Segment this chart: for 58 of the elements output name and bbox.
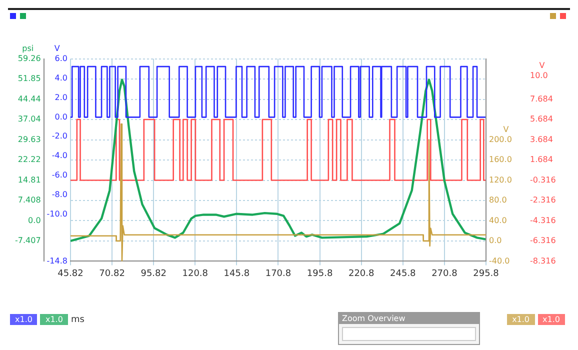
y2-tick-label: 37.04 [18, 114, 41, 124]
y-tick-label: 2.0 [54, 92, 68, 102]
y-tick-label: 4.0 [54, 73, 68, 82]
y2-tick-label: 0.0 [28, 216, 41, 225]
y-tick-label: -2.0 [52, 132, 68, 141]
y2-tick-label: 59.26 [18, 54, 41, 63]
y2-tick-label: 51.85 [18, 74, 41, 84]
x-tick-label: 95.82 [140, 268, 166, 279]
text: x1.0 [10, 314, 38, 325]
y3-tick-label: -4.316 [530, 216, 556, 225]
y-tick-label: -4.0 [52, 151, 68, 160]
y-tick-label: 160.0 [489, 155, 512, 164]
y2-axis-title: psi [22, 44, 34, 53]
x-tick-label: 120.8 [182, 268, 208, 279]
x-tick-label: 295.8 [473, 268, 500, 279]
text: x1.0 [538, 314, 565, 325]
y3-tick-label: 1.684 [530, 155, 553, 164]
y3-tick-label: 7.684 [530, 94, 553, 104]
y-tick-label: 6.0 [54, 54, 68, 63]
y-tick-label: 80.0 [489, 196, 507, 205]
y-axis-title: V [54, 44, 60, 53]
y3-tick-label: 10.0 [530, 70, 548, 80]
y-axis-title: V [503, 124, 510, 134]
y-tick-label: 120.0 [489, 175, 512, 184]
y-tick-label: 0.0 [489, 236, 502, 246]
y3-tick-label: -2.316 [530, 196, 556, 205]
y2-tick-label: 7.408 [18, 196, 41, 205]
y3-tick-label: 3.684 [530, 134, 553, 144]
y-tick-label: -10.0 [46, 210, 68, 219]
x-tick-label: 220.8 [348, 268, 374, 279]
text: x1.0 [507, 314, 535, 325]
y2-tick-label: 14.81 [18, 175, 41, 184]
x-axis-title: ms [70, 314, 84, 324]
y2-tick-label: -7.407 [14, 236, 41, 246]
x-tick-label: 245.8 [390, 268, 416, 279]
y3-tick-label: -6.316 [530, 236, 556, 246]
y3-tick-label: -8.316 [530, 256, 556, 266]
x-tick-label: 45.82 [58, 268, 84, 279]
text: x1.0 [40, 314, 68, 325]
text: Zoom Overview [339, 313, 479, 324]
x-tick-label: 270.8 [432, 268, 458, 279]
x-tick-label: 145.8 [224, 268, 250, 279]
y3-tick-label: 5.684 [530, 114, 553, 124]
y-tick-label: -40.0 [489, 256, 510, 266]
y2-tick-label: 29.63 [18, 134, 41, 144]
y-tick-label: -14.8 [46, 256, 68, 266]
y-tick-label: 0.0 [54, 112, 68, 122]
y3-tick-label: -0.316 [530, 175, 556, 184]
y-tick-label: -6.0 [52, 170, 68, 180]
y2-tick-label: 22.22 [18, 155, 41, 164]
x-tick-label: 195.8 [306, 268, 333, 279]
y3-axis-title: V [539, 60, 546, 70]
x-tick-label: 70.82 [99, 268, 125, 279]
y-tick-label: -8.0 [52, 190, 68, 200]
x-tick-label: 170.8 [265, 268, 292, 279]
y-tick-label: 200.0 [489, 134, 512, 144]
y2-tick-label: 44.44 [18, 94, 41, 104]
y-tick-label: 40.0 [489, 216, 507, 225]
